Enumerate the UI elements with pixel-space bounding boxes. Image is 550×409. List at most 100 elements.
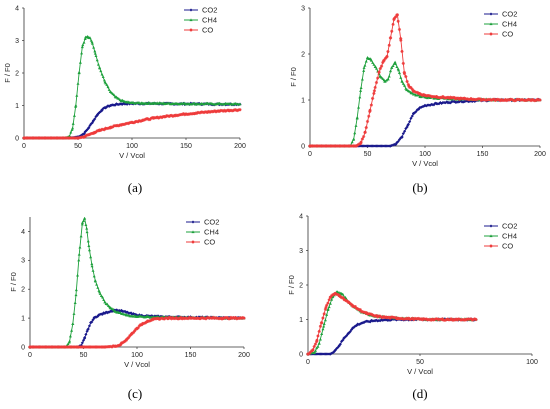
data-point <box>355 116 359 120</box>
data-point <box>369 57 373 61</box>
data-point <box>440 317 444 322</box>
data-point <box>316 334 320 338</box>
data-point <box>327 298 331 302</box>
data-point <box>321 327 325 331</box>
data-point <box>323 307 328 311</box>
data-point <box>402 70 406 74</box>
data-point <box>119 99 123 102</box>
data-point <box>442 95 446 100</box>
data-point <box>220 108 224 113</box>
data-point <box>395 13 399 17</box>
data-point <box>213 316 218 320</box>
data-point <box>82 40 86 44</box>
x-tick-label: 0 <box>22 143 26 150</box>
data-point <box>391 64 395 67</box>
x-tick-label: 100 <box>419 151 431 158</box>
data-point <box>117 97 121 100</box>
legend-entry: CO2 <box>484 10 517 19</box>
data-point <box>169 317 174 321</box>
data-point <box>385 54 389 58</box>
data-point <box>400 80 404 83</box>
data-point <box>368 312 372 316</box>
data-point <box>399 76 403 79</box>
y-tick-label: 4 <box>21 229 25 236</box>
data-point <box>414 93 418 97</box>
data-point <box>450 96 454 100</box>
legend-label: CO2 <box>204 218 219 227</box>
data-point <box>405 79 409 84</box>
series-co <box>308 13 542 148</box>
data-point <box>343 298 347 302</box>
x-tick-label: 200 <box>238 352 250 359</box>
data-point <box>90 40 94 44</box>
series-line <box>310 57 540 147</box>
data-point <box>108 125 112 129</box>
data-point <box>166 114 170 118</box>
data-point <box>146 319 150 323</box>
data-point <box>103 300 107 304</box>
data-point <box>101 295 105 299</box>
data-point <box>357 308 362 312</box>
data-point <box>488 98 492 102</box>
data-point <box>168 316 172 320</box>
data-point <box>68 334 72 338</box>
data-point <box>111 344 115 348</box>
data-point <box>519 98 523 102</box>
data-point <box>208 110 212 114</box>
data-point <box>92 274 96 278</box>
data-point <box>76 273 80 277</box>
panel-label: (d) <box>412 386 427 401</box>
data-point <box>475 97 479 101</box>
data-point <box>422 317 426 321</box>
data-point <box>423 93 427 97</box>
x-axis-label: V / Vcol <box>119 151 145 160</box>
data-point <box>158 115 162 120</box>
data-point <box>401 61 405 65</box>
data-point <box>68 339 72 343</box>
data-point <box>337 293 341 297</box>
data-point <box>336 293 340 297</box>
data-point <box>514 98 518 103</box>
data-point <box>66 342 70 346</box>
data-point <box>412 318 416 322</box>
data-point <box>380 76 384 79</box>
data-point <box>344 299 349 303</box>
data-point <box>432 318 436 322</box>
data-point <box>119 341 124 345</box>
data-point <box>443 318 447 322</box>
legend-label: CO2 <box>202 6 217 15</box>
legend-label: CO <box>204 238 215 247</box>
data-point <box>83 216 87 220</box>
data-point <box>82 219 85 223</box>
data-point <box>364 125 368 130</box>
legend-marker <box>191 220 195 224</box>
data-point <box>149 116 153 120</box>
legend-label: CO <box>502 242 513 251</box>
data-point <box>479 98 483 102</box>
data-point <box>420 93 425 97</box>
legend-entry: CH4 <box>484 232 517 241</box>
legend-label: CO2 <box>502 222 517 231</box>
data-point <box>308 350 313 354</box>
data-point <box>360 137 364 141</box>
legend-marker <box>489 32 493 36</box>
data-point <box>374 80 379 85</box>
data-point <box>130 332 134 336</box>
data-point <box>71 122 75 125</box>
y-tick-label: 1 <box>21 316 25 323</box>
data-point <box>444 318 448 322</box>
data-point <box>90 264 94 268</box>
data-point <box>369 312 374 316</box>
data-point <box>74 103 78 107</box>
data-point <box>70 329 74 332</box>
data-point <box>359 86 363 89</box>
data-point <box>364 311 368 315</box>
data-point <box>386 77 390 81</box>
data-point <box>465 97 469 101</box>
data-point <box>371 61 375 64</box>
data-point <box>396 316 400 320</box>
data-point <box>354 144 358 148</box>
data-point <box>379 315 384 319</box>
